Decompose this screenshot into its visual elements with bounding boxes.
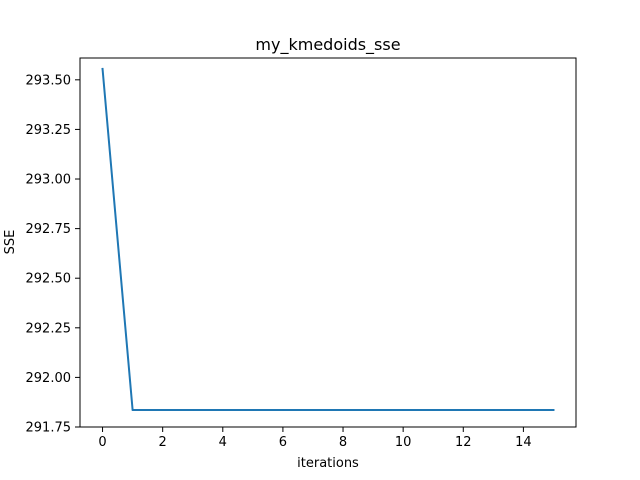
y-tick-label: 292.75 [26,222,72,237]
data-point [462,408,465,411]
data-point [161,408,164,411]
x-tick-label: 2 [159,435,167,450]
x-tick-label: 10 [395,435,412,450]
data-point [191,408,194,411]
y-axis-label: SSE [3,230,18,255]
x-tick-label: 4 [219,435,227,450]
plot-frame [79,57,577,428]
y-tick-label: 293.00 [26,173,72,188]
y-tick-label: 291.75 [26,421,72,436]
data-point [342,408,345,411]
y-tick-label: 292.00 [26,371,72,386]
x-tick-label: 8 [339,435,347,450]
series-layer [101,67,555,411]
y-tick-label: 293.50 [26,73,72,88]
y-axis-ticks: 291.75 292.00 292.25 292.50 292.75 293.00 293.… [26,73,80,436]
plot-area [80,58,576,427]
x-axis-label: iterations [297,456,359,471]
data-point [311,408,314,411]
chart-title: my_kmedoids_sse [255,35,400,55]
x-axis-ticks: 0 2 4 6 8 10 12 14 [98,427,532,450]
y-tick-label: 292.25 [26,321,72,336]
x-tick-label: 6 [279,435,287,450]
data-point [432,408,435,411]
y-tick-label: 293.25 [26,123,72,138]
data-point [281,408,284,411]
data-point [492,408,495,411]
data-point [221,408,224,411]
sse-series-line [101,67,555,411]
data-point [402,408,405,411]
x-tick-label: 0 [98,435,106,450]
data-point [101,67,104,70]
y-tick-label: 292.50 [26,272,72,287]
x-tick-label: 14 [515,435,532,450]
data-point [372,408,375,411]
data-point [522,408,525,411]
data-point [131,408,134,411]
data-point [552,408,555,411]
x-tick-label: 12 [455,435,472,450]
data-point [251,408,254,411]
